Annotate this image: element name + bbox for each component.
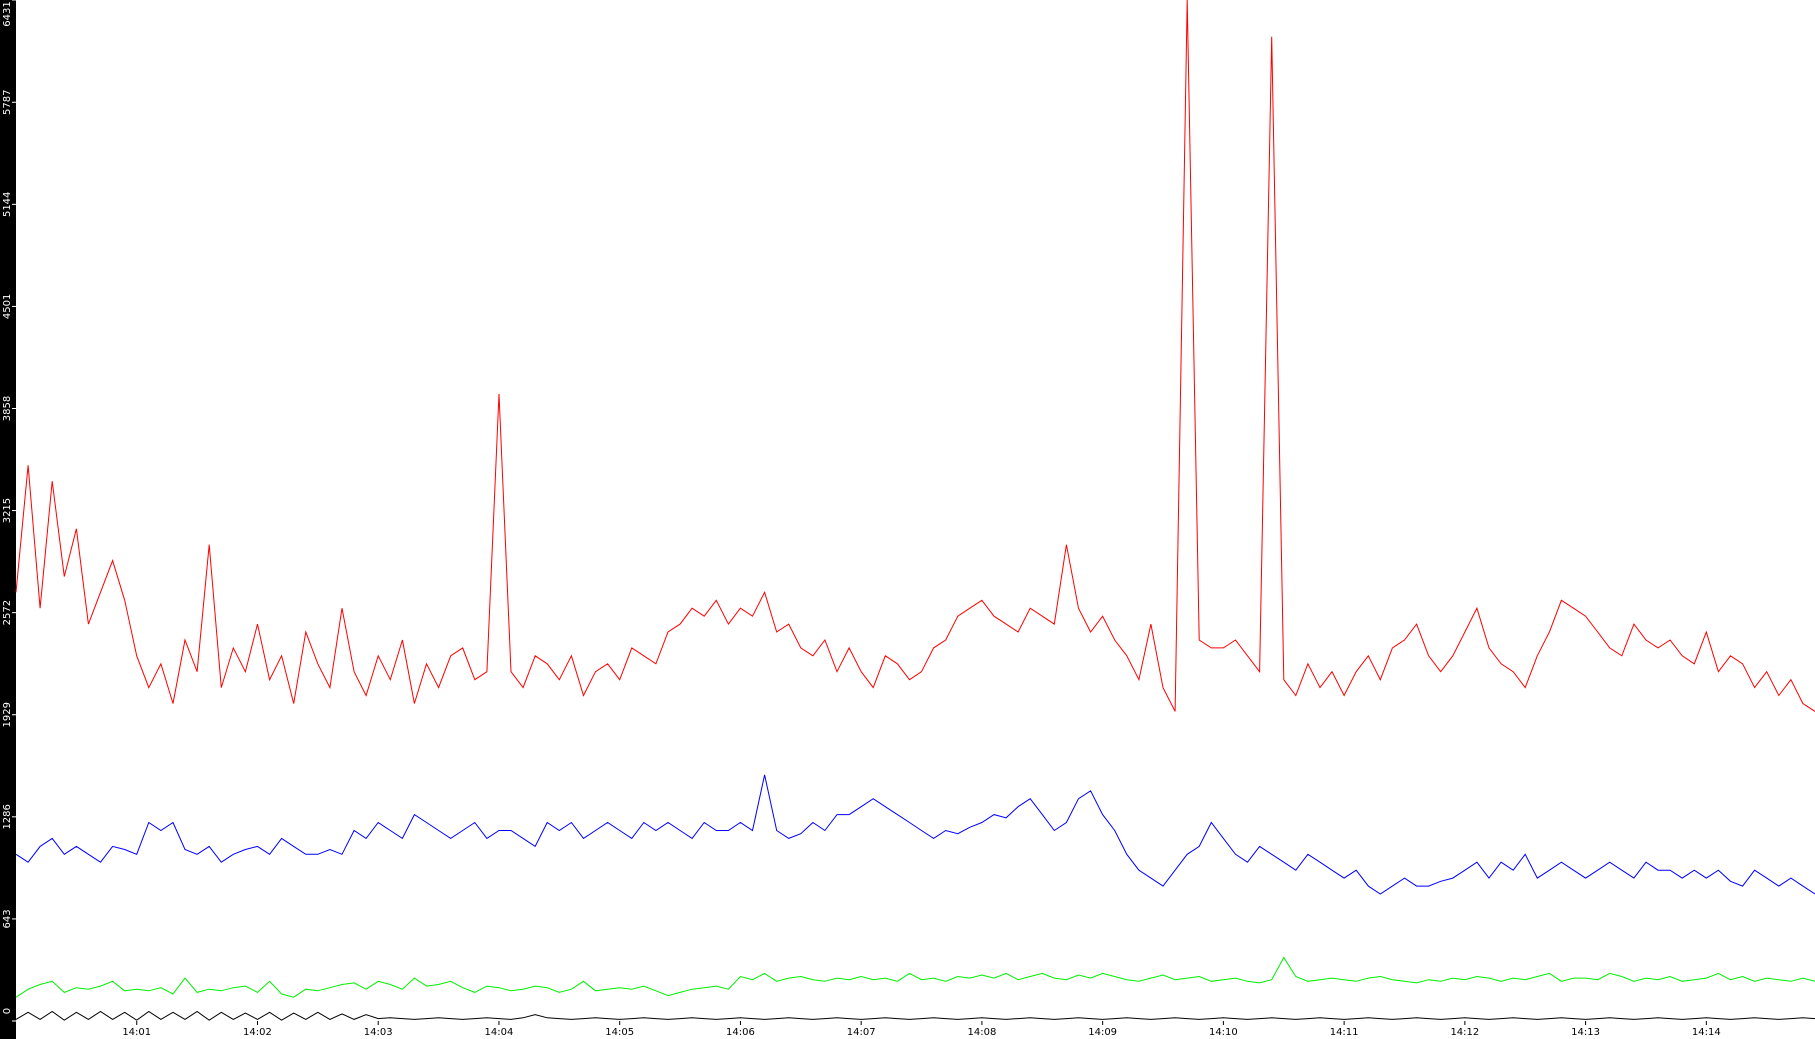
x-tick-label: 14:03	[364, 1027, 393, 1038]
y-tick-label: 5787	[2, 90, 13, 115]
x-tick-label: 14:07	[847, 1027, 876, 1038]
y-tick-label: 5144	[2, 192, 13, 217]
y-tick-label: 3858	[2, 396, 13, 421]
series-line	[15, 956, 1815, 998]
x-tick-label: 14:02	[243, 1027, 272, 1038]
series-line	[15, 0, 1815, 712]
x-tick-label: 14:12	[1450, 1027, 1479, 1038]
series-line	[15, 774, 1815, 895]
x-tick-label: 14:14	[1692, 1027, 1721, 1038]
y-tick-label: 1286	[2, 804, 13, 829]
x-tick-label: 14:04	[485, 1027, 514, 1038]
y-tick-label: 6431	[2, 1, 13, 26]
x-tick-label: 14:11	[1330, 1027, 1359, 1038]
y-tick-label: 2572	[2, 600, 13, 625]
y-tick-label: 643	[2, 909, 13, 928]
x-tick-label: 14:13	[1571, 1027, 1600, 1038]
x-tick-label: 14:09	[1088, 1027, 1117, 1038]
x-tick-label: 14:01	[122, 1027, 151, 1038]
x-tick-label: 14:06	[726, 1027, 755, 1038]
y-tick-label: 3215	[2, 498, 13, 523]
series-line	[15, 1010, 1815, 1021]
y-tick-label: 0	[2, 1008, 13, 1014]
y-tick-label: 4501	[2, 294, 13, 319]
y-axis-strip	[0, 0, 16, 1039]
x-tick-label: 14:05	[605, 1027, 634, 1038]
x-tick-label: 14:08	[967, 1027, 996, 1038]
y-tick-label: 1929	[2, 702, 13, 727]
x-tick-label: 14:10	[1209, 1027, 1238, 1038]
